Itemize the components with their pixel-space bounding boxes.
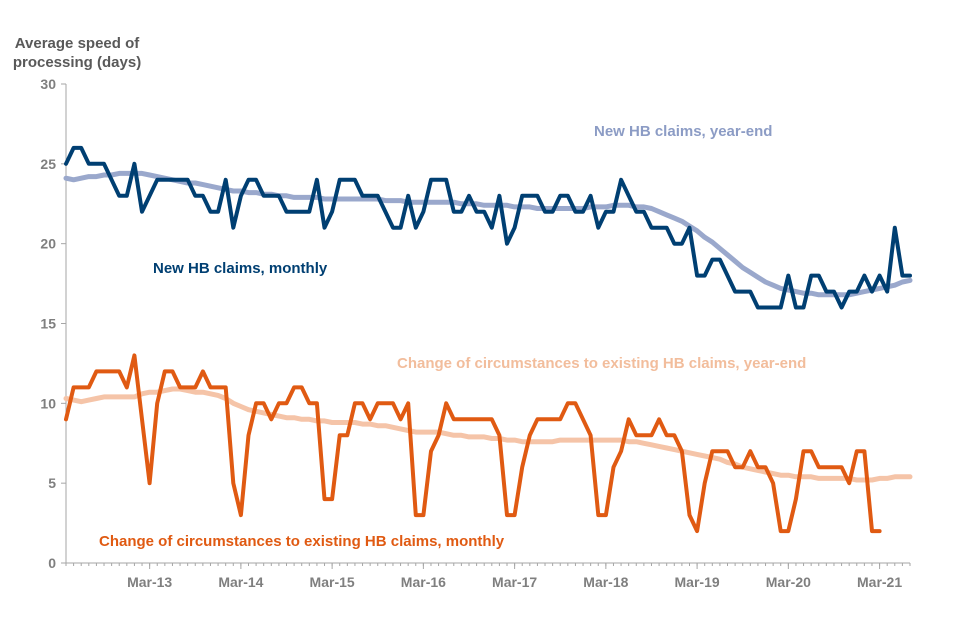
series-coc-monthly <box>64 353 882 534</box>
y-tick-labels: 0 5 10 15 20 25 30 <box>40 76 56 571</box>
annotation-new-hb-year-end: New HB claims, year-end <box>594 123 772 140</box>
series-annotations: New HB claims, year-end New HB claims, m… <box>99 123 806 550</box>
x-tick-label: Mar-17 <box>492 574 537 590</box>
series-lines <box>63 145 913 534</box>
y-tick-label: 10 <box>40 395 56 411</box>
y-axis-label-line-1: Average speed of <box>15 35 140 52</box>
series-new-hb-year-end <box>63 170 913 298</box>
y-tick-label: 0 <box>48 555 56 571</box>
y-axis-label: Average speed of processing (days) <box>13 35 141 71</box>
x-tick-label: Mar-21 <box>857 574 902 590</box>
x-tick-labels: Mar-13 Mar-14 Mar-15 Mar-16 Mar-17 Mar-18 Mar-… <box>127 574 902 590</box>
y-tick-label: 5 <box>48 475 56 491</box>
annotation-coc-monthly: Change of circumstances to existing HB c… <box>99 533 505 550</box>
x-tick-label: Mar-18 <box>583 574 628 590</box>
y-tick-label: 15 <box>40 316 56 332</box>
x-tick-label: Mar-14 <box>218 574 263 590</box>
x-tick-label: Mar-16 <box>401 574 446 590</box>
series-coc-year-end <box>63 386 913 483</box>
annotation-coc-year-end: Change of circumstances to existing HB c… <box>397 355 806 372</box>
y-tick-label: 30 <box>40 76 56 92</box>
x-tick-label: Mar-19 <box>675 574 720 590</box>
series-new-hb-monthly <box>64 145 912 310</box>
axes <box>61 83 911 569</box>
x-tick-label: Mar-13 <box>127 574 172 590</box>
x-tick-label: Mar-15 <box>310 574 355 590</box>
x-tick-label: Mar-20 <box>766 574 811 590</box>
y-axis-label-line-2: processing (days) <box>13 54 141 71</box>
annotation-new-hb-monthly: New HB claims, monthly <box>153 260 328 277</box>
y-tick-label: 25 <box>40 156 56 172</box>
y-tick-label: 20 <box>40 236 56 252</box>
